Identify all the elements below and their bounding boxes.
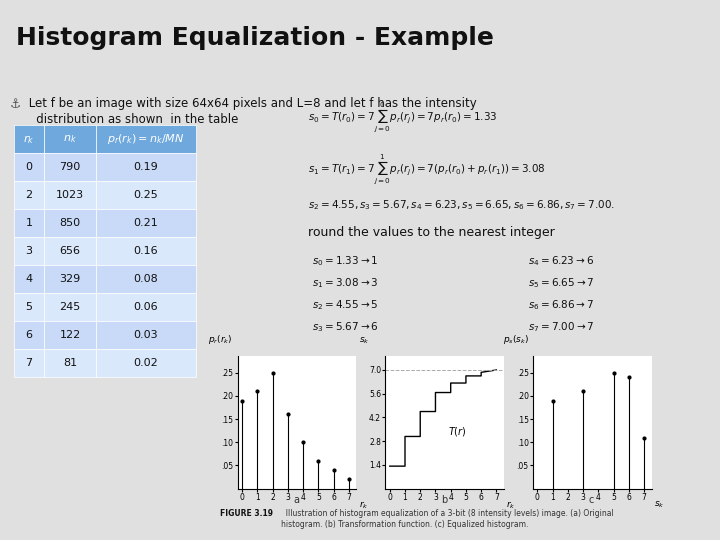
Bar [14, 265, 44, 293]
Bar [96, 181, 196, 209]
Bar [44, 181, 96, 209]
Text: $T(r)$: $T(r)$ [448, 425, 467, 438]
Text: 2: 2 [25, 190, 32, 200]
Bar [44, 125, 96, 153]
Bar [14, 237, 44, 265]
Bar [14, 125, 44, 153]
Bar [96, 125, 196, 153]
Text: 3: 3 [25, 246, 32, 256]
Text: 1023: 1023 [56, 190, 84, 200]
Text: 4: 4 [25, 274, 32, 284]
Text: 0.08: 0.08 [134, 274, 158, 284]
Bar [44, 153, 96, 181]
Text: 0: 0 [25, 162, 32, 172]
Bar [96, 349, 196, 377]
Text: 122: 122 [59, 330, 81, 340]
Text: $s_3 = 5.67 \rightarrow 6$: $s_3 = 5.67 \rightarrow 6$ [312, 320, 379, 334]
Text: 6: 6 [25, 330, 32, 340]
Bar [44, 265, 96, 293]
Bar [14, 293, 44, 321]
Text: Illustration of histogram equalization of a 3-bit (8 intensity levels) image. (a: Illustration of histogram equalization o… [281, 509, 613, 529]
Text: 656: 656 [60, 246, 81, 256]
Text: 245: 245 [59, 302, 81, 312]
Text: $s_k$: $s_k$ [359, 335, 369, 346]
Text: $s_0 = 1.33 \rightarrow 1$: $s_0 = 1.33 \rightarrow 1$ [312, 254, 379, 268]
Bar [96, 153, 196, 181]
Text: $s_7 = 7.00 \rightarrow 7$: $s_7 = 7.00 \rightarrow 7$ [528, 320, 595, 334]
Text: $n_k$: $n_k$ [63, 133, 77, 145]
Bar [44, 321, 96, 349]
Text: 5: 5 [25, 302, 32, 312]
Text: $s_2 = 4.55 \rightarrow 5$: $s_2 = 4.55 \rightarrow 5$ [312, 298, 379, 312]
Bar [44, 293, 96, 321]
Bar [14, 321, 44, 349]
Bar [96, 209, 196, 237]
Bar [44, 209, 96, 237]
Text: $p_r(r_k)=n_k/MN$: $p_r(r_k)=n_k/MN$ [107, 132, 185, 146]
Text: $s_1 = 3.08 \rightarrow 3$: $s_1 = 3.08 \rightarrow 3$ [312, 276, 379, 290]
Text: b: b [441, 495, 447, 505]
Text: $p_r(r_k)$: $p_r(r_k)$ [208, 333, 233, 346]
Text: $r_k$: $r_k$ [23, 133, 35, 146]
Text: $p_s(s_k)$: $p_s(s_k)$ [503, 333, 529, 346]
Text: $s_1 = T(r_1) = 7\sum_{j=0}^{1} p_r(r_j) = 7(p_r(r_0) + p_r(r_1)) = 3.08$: $s_1 = T(r_1) = 7\sum_{j=0}^{1} p_r(r_j)… [308, 152, 546, 186]
Text: 850: 850 [60, 218, 81, 228]
Text: $r_k$: $r_k$ [359, 500, 369, 511]
Text: 0.16: 0.16 [134, 246, 158, 256]
Text: c: c [589, 495, 594, 505]
Text: 0.25: 0.25 [134, 190, 158, 200]
Text: $s_0 = T(r_0) = 7\sum_{j=0}^{0} p_r(r_j) = 7p_r(r_0) = 1.33$: $s_0 = T(r_0) = 7\sum_{j=0}^{0} p_r(r_j)… [308, 100, 498, 134]
Bar [96, 293, 196, 321]
Text: ⚓: ⚓ [10, 98, 22, 111]
Text: $s_4 = 6.23 \rightarrow 6$: $s_4 = 6.23 \rightarrow 6$ [528, 254, 594, 268]
Text: 329: 329 [59, 274, 81, 284]
Bar [14, 181, 44, 209]
Text: $s_6 = 6.86 \rightarrow 7$: $s_6 = 6.86 \rightarrow 7$ [528, 298, 595, 312]
Text: 0.03: 0.03 [134, 330, 158, 340]
Bar [14, 349, 44, 377]
Text: 7: 7 [25, 358, 32, 368]
Bar [14, 153, 44, 181]
Text: a: a [293, 495, 300, 505]
Text: Let f be an image with size 64x64 pixels and L=8 and let f has the intensity: Let f be an image with size 64x64 pixels… [25, 97, 477, 110]
Text: $r_k$: $r_k$ [506, 500, 516, 511]
Text: Histogram Equalization - Example: Histogram Equalization - Example [16, 25, 494, 50]
Bar [14, 209, 44, 237]
Text: distribution as shown  in the table: distribution as shown in the table [25, 113, 238, 126]
Text: $s_k$: $s_k$ [654, 500, 665, 510]
Text: 790: 790 [59, 162, 81, 172]
Text: 0.02: 0.02 [134, 358, 158, 368]
Text: 0.21: 0.21 [134, 218, 158, 228]
Bar [44, 349, 96, 377]
Bar [96, 237, 196, 265]
Bar [44, 237, 96, 265]
Text: round the values to the nearest integer: round the values to the nearest integer [308, 226, 554, 239]
Text: 81: 81 [63, 358, 77, 368]
Bar [96, 265, 196, 293]
Text: 0.19: 0.19 [134, 162, 158, 172]
Text: $s_5 = 6.65 \rightarrow 7$: $s_5 = 6.65 \rightarrow 7$ [528, 276, 595, 290]
Text: 1: 1 [25, 218, 32, 228]
Text: $s_2 = 4.55, s_3 = 5.67, s_4 = 6.23, s_5 = 6.65, s_6 = 6.86, s_7 = 7.00.$: $s_2 = 4.55, s_3 = 5.67, s_4 = 6.23, s_5… [308, 198, 615, 212]
Bar [96, 321, 196, 349]
Text: FIGURE 3.19: FIGURE 3.19 [220, 509, 273, 518]
Text: 0.06: 0.06 [134, 302, 158, 312]
